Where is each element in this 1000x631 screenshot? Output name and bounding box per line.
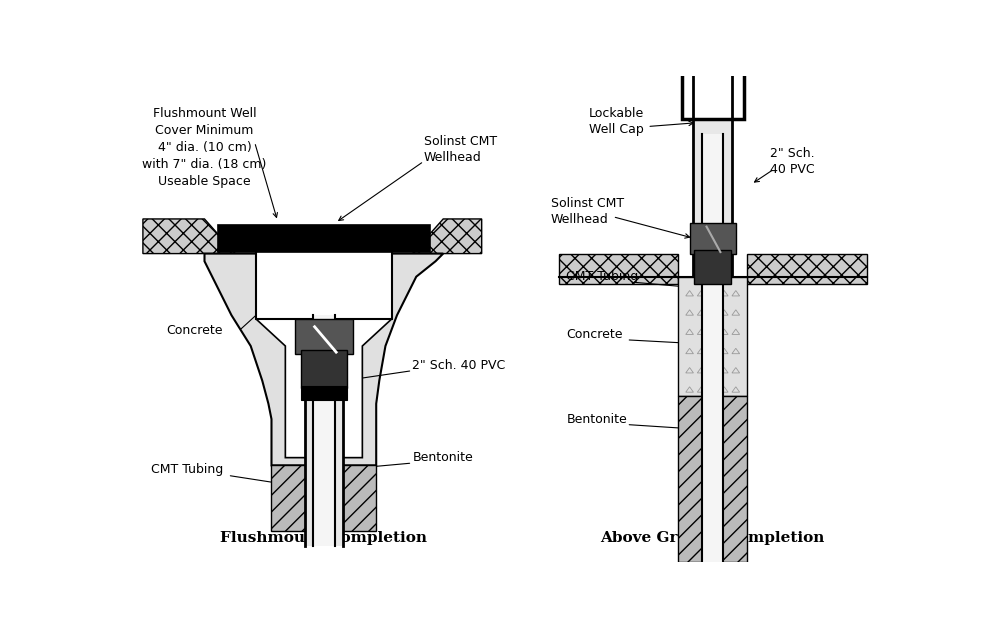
Text: Solinst CMT
Wellhead: Solinst CMT Wellhead: [424, 135, 497, 164]
Text: 2" Sch. 40 PVC: 2" Sch. 40 PVC: [412, 359, 506, 372]
Bar: [301, 350, 347, 388]
Bar: [694, 250, 731, 285]
Text: CMT Tubing: CMT Tubing: [151, 463, 223, 476]
Polygon shape: [747, 254, 867, 285]
Bar: [678, 396, 747, 562]
Text: Concrete: Concrete: [166, 324, 222, 337]
Text: Solinst CMT
Wellhead: Solinst CMT Wellhead: [551, 197, 624, 226]
Bar: [295, 319, 353, 354]
Bar: [678, 276, 747, 396]
Text: Flushmount Completion: Flushmount Completion: [220, 531, 427, 545]
Bar: [313, 316, 335, 546]
Text: Lockable
Well Cap: Lockable Well Cap: [589, 107, 644, 136]
Text: Bentonite: Bentonite: [566, 413, 627, 426]
Bar: [271, 465, 376, 531]
Bar: [682, 19, 744, 119]
Text: 2" Sch.
40 PVC: 2" Sch. 40 PVC: [770, 146, 815, 175]
Bar: [305, 319, 343, 546]
Text: Bentonite: Bentonite: [412, 451, 473, 464]
Bar: [218, 225, 430, 252]
Bar: [702, 134, 723, 562]
Polygon shape: [143, 219, 235, 254]
Bar: [690, 223, 736, 254]
Polygon shape: [559, 254, 678, 285]
Polygon shape: [412, 219, 482, 254]
Polygon shape: [205, 254, 443, 465]
Bar: [693, 115, 732, 562]
Polygon shape: [256, 260, 392, 457]
Text: CMT Tubing: CMT Tubing: [566, 270, 639, 283]
Text: Concrete: Concrete: [566, 328, 623, 341]
Text: Flushmount Well
Cover Minimum
4" dia. (10 cm)
with 7" dia. (18 cm)
Useable Space: Flushmount Well Cover Minimum 4" dia. (1…: [142, 107, 267, 188]
Bar: [301, 386, 347, 400]
Text: Above Ground Completion: Above Ground Completion: [601, 531, 825, 545]
Bar: [256, 247, 392, 319]
